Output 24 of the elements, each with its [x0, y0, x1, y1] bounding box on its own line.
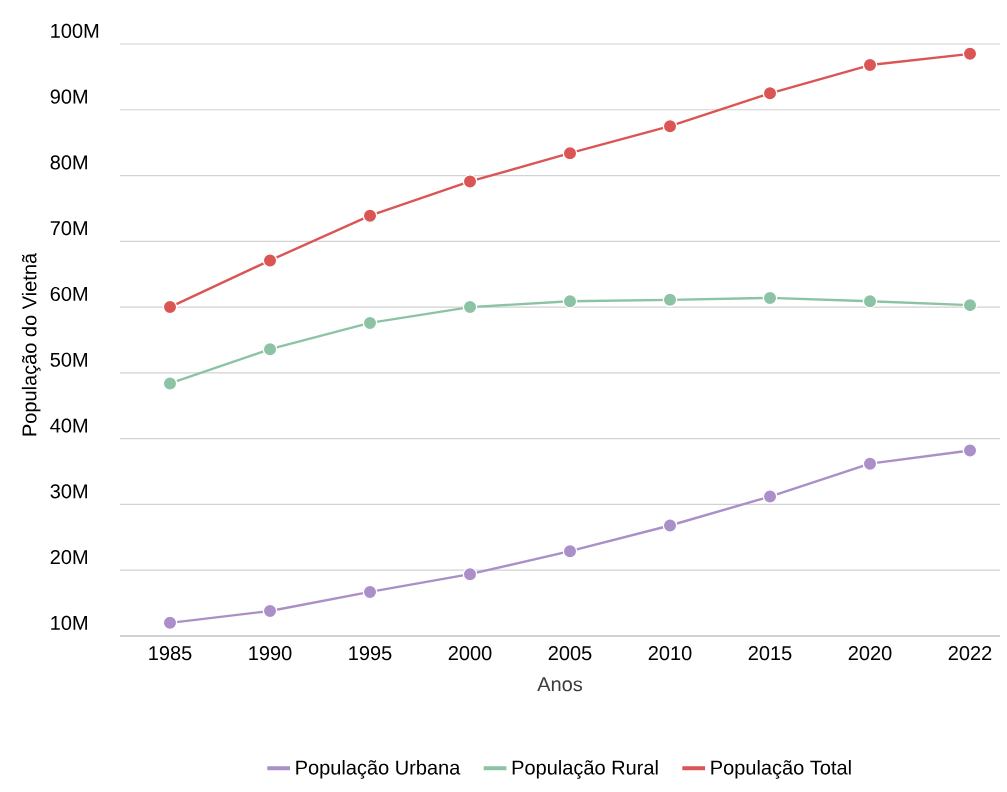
x-tick-label: 2000: [448, 646, 492, 661]
y-tick-label: 10M: [51, 615, 87, 630]
y-axis-title: População do Vietnã: [21, 252, 41, 436]
legend-label: População Urbana: [296, 759, 461, 779]
y-tick-label: 70M: [50, 221, 87, 236]
y-tick-label: 20M: [50, 550, 87, 565]
x-tick-label: 2020: [848, 646, 892, 661]
x-tick-label: 1990: [249, 646, 292, 661]
y-tick-label: 80M: [50, 155, 87, 170]
x-tick-label: 1985: [149, 646, 192, 661]
x-tick-label: 2022: [948, 646, 992, 661]
y-tick-label: 40M: [50, 418, 87, 433]
legend-label: População Rural: [512, 759, 658, 779]
y-tick-label: 50M: [50, 352, 87, 367]
x-tick-label: 1995: [349, 646, 392, 661]
y-tick-label: 30M: [50, 484, 87, 499]
legend-label: População Total: [711, 759, 851, 779]
y-tick-label: 90M: [50, 89, 87, 104]
x-tick-label: 2010: [648, 646, 692, 661]
x-tick-label: 2005: [548, 646, 592, 661]
y-tick-label: 60M: [50, 286, 87, 302]
x-tick-label: 2015: [748, 646, 792, 661]
x-axis-title: Anos: [537, 677, 583, 692]
y-tick-label: 100M: [51, 23, 99, 38]
